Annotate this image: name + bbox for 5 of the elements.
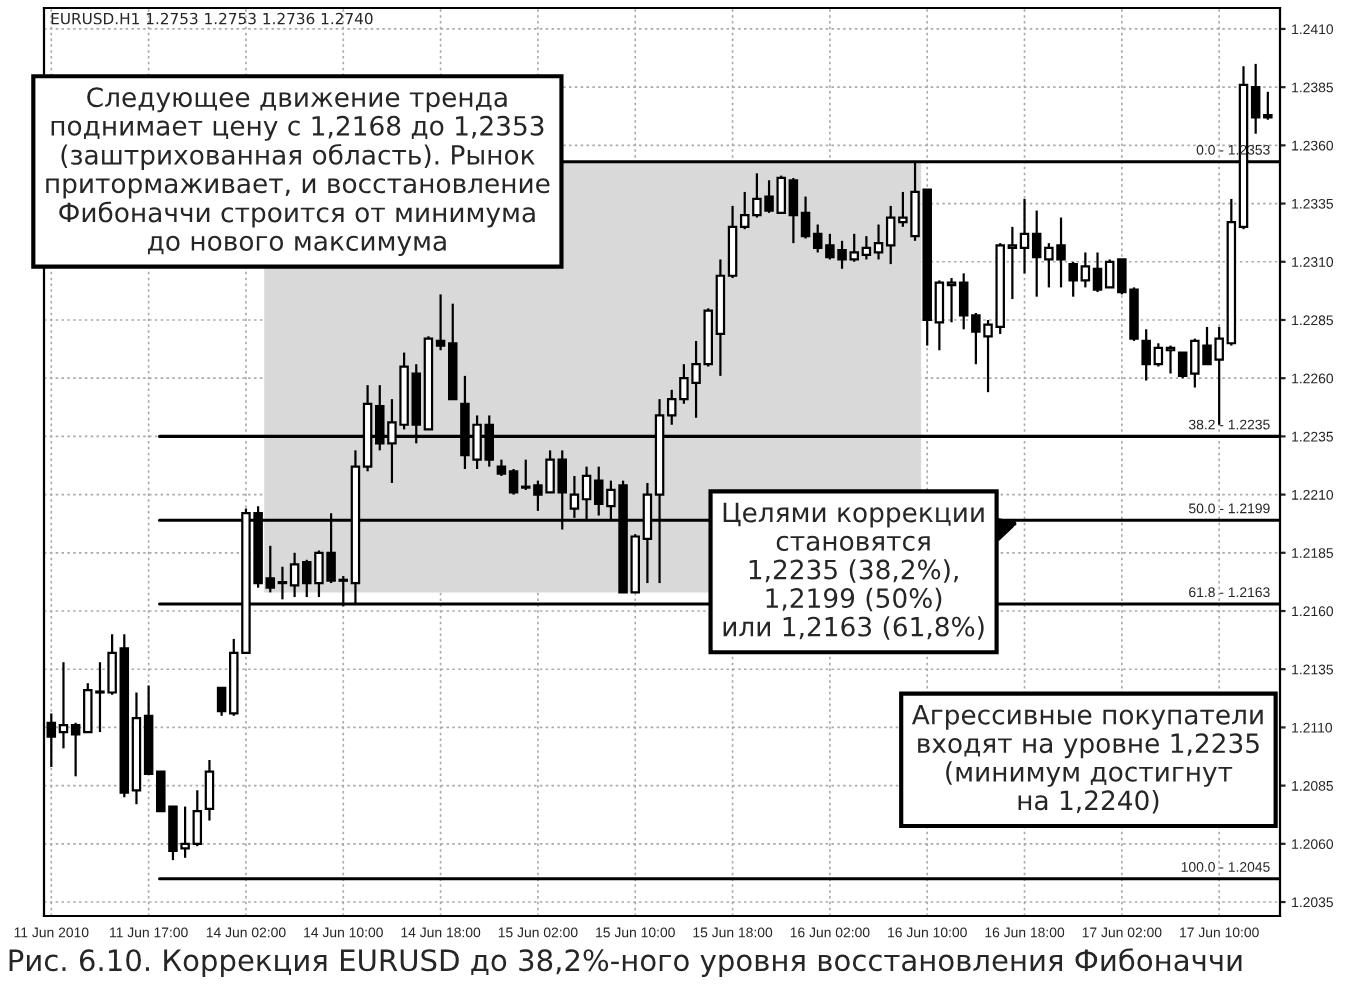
- annotation: Агрессивные покупатели входят на уровне 1,2235 (минимум достигнут на 1,2240): [911, 705, 1263, 814]
- candlestick: [204, 758, 215, 822]
- annotation: Следующее движение тренда поднимает цену с 1,2168 до 1,2353 (заштрихованная область). Рынок притормаживает, и восстановление Фибоначчи строится от минимума до нового максимума: [46, 87, 550, 257]
- text: Рис. 6.10. Коррекция EURUSD до 38,2%-ного уровня восстановления Фибоначчи: [9, 948, 1242, 977]
- annotation: Целями коррекции становятся 1,2235 (38,2%), 1,2199 (50%) или 1,2163 (61,8%): [723, 502, 984, 640]
